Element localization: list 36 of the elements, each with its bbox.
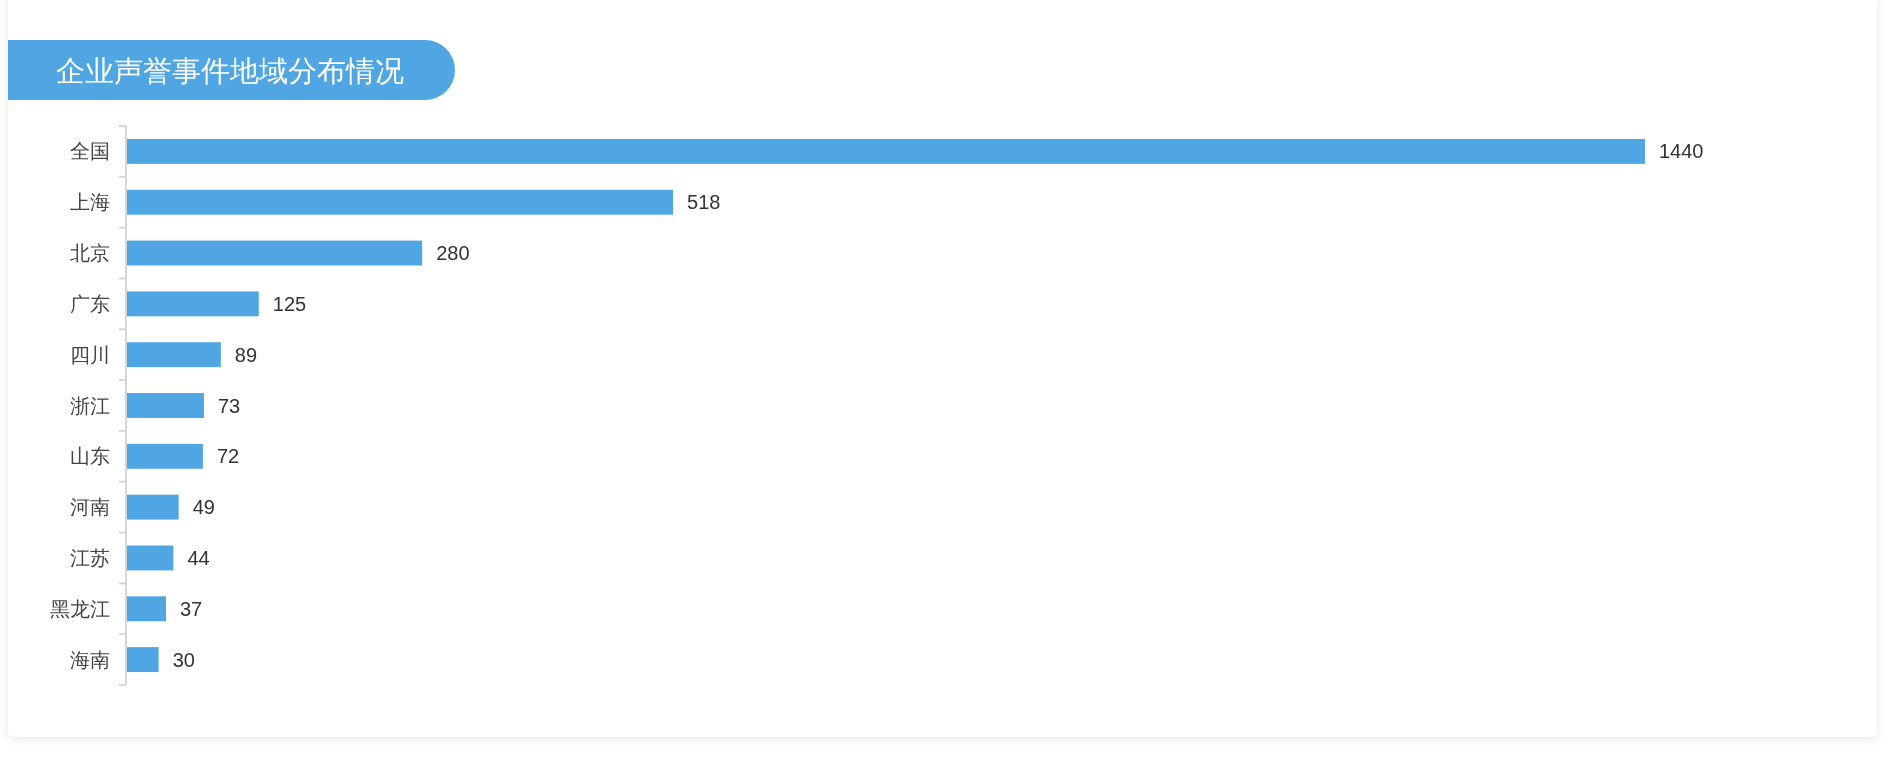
data-label: 72 xyxy=(216,445,240,468)
y-tick-label: 上海 xyxy=(70,190,110,215)
bar xyxy=(127,443,203,469)
y-tick-label: 全国 xyxy=(70,139,110,164)
data-label: 518 xyxy=(687,191,721,214)
chart-title: 企业声誉事件地域分布情况 xyxy=(56,54,404,88)
data-label: 49 xyxy=(192,496,215,519)
title: 企业声誉事件地域分布情况 xyxy=(8,40,455,100)
y-tick-label: 江苏 xyxy=(70,545,110,570)
bar xyxy=(127,342,221,368)
data-label: 125 xyxy=(272,292,307,315)
bar xyxy=(127,494,179,520)
data-label: 280 xyxy=(436,242,470,265)
y-tick-label: 四川 xyxy=(70,342,110,367)
y-tick-label: 浙江 xyxy=(70,393,110,418)
bar xyxy=(127,545,174,571)
y-tick-label: 河南 xyxy=(70,495,110,520)
y-tick-label: 北京 xyxy=(70,241,110,266)
bar xyxy=(127,189,674,215)
bar xyxy=(127,393,204,418)
bar xyxy=(127,647,159,673)
data-label: 73 xyxy=(217,394,241,417)
data-label: 89 xyxy=(234,343,258,366)
bar xyxy=(127,138,1645,164)
y-tick-label: 海南 xyxy=(70,647,110,672)
data-label: 30 xyxy=(172,648,195,671)
bar xyxy=(127,291,259,317)
plot: 全国 1440 上海 518 北京 280 广东 125 四川 89 浙江 73 山东 72 河南 49 江苏 44 黑龙江 37 海南 30 xyxy=(50,125,1704,686)
bar xyxy=(127,240,423,266)
y-tick-label: 广东 xyxy=(70,291,110,316)
y-tick-label: 黑龙江 xyxy=(50,596,110,621)
data-label: 37 xyxy=(180,597,203,620)
data-label: 44 xyxy=(187,546,210,569)
y-tick-label: 山东 xyxy=(70,444,110,469)
bar xyxy=(127,596,166,622)
data-label: 1440 xyxy=(1659,140,1704,163)
